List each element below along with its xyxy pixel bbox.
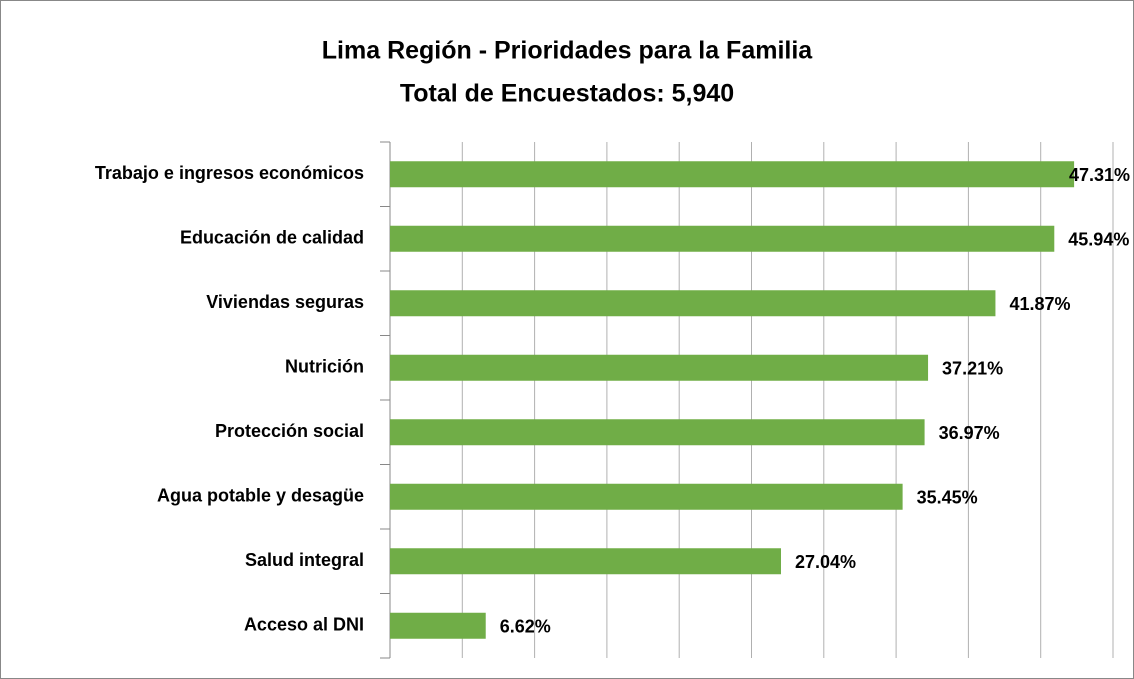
value-label: 41.87% xyxy=(1009,294,1070,314)
value-label: 36.97% xyxy=(939,423,1000,443)
category-label: Viviendas seguras xyxy=(206,292,364,312)
bar xyxy=(390,225,1055,252)
chart-title: Lima Región - Prioridades para la Famili… xyxy=(322,37,814,65)
bar xyxy=(390,354,929,381)
category-label: Trabajo e ingresos económicos xyxy=(95,163,364,183)
category-label: Nutrición xyxy=(285,357,364,377)
category-label: Acceso al DNI xyxy=(244,615,364,635)
bar xyxy=(390,548,781,575)
value-label: 47.31% xyxy=(1069,165,1130,185)
category-label: Protección social xyxy=(215,421,364,441)
value-label: 37.21% xyxy=(942,359,1003,379)
bar xyxy=(390,161,1075,188)
bar xyxy=(390,290,996,317)
bar xyxy=(390,419,925,446)
category-label: Educación de calidad xyxy=(180,228,364,248)
category-label: Agua potable y desagüe xyxy=(157,486,364,506)
bar xyxy=(390,483,903,510)
bar xyxy=(390,612,486,639)
chart-subtitle: Total de Encuestados: 5,940 xyxy=(400,80,734,108)
value-label: 45.94% xyxy=(1068,230,1129,250)
value-label: 6.62% xyxy=(500,617,551,637)
value-label: 35.45% xyxy=(917,488,978,508)
value-label: 27.04% xyxy=(795,552,856,572)
category-label: Salud integral xyxy=(245,550,364,570)
